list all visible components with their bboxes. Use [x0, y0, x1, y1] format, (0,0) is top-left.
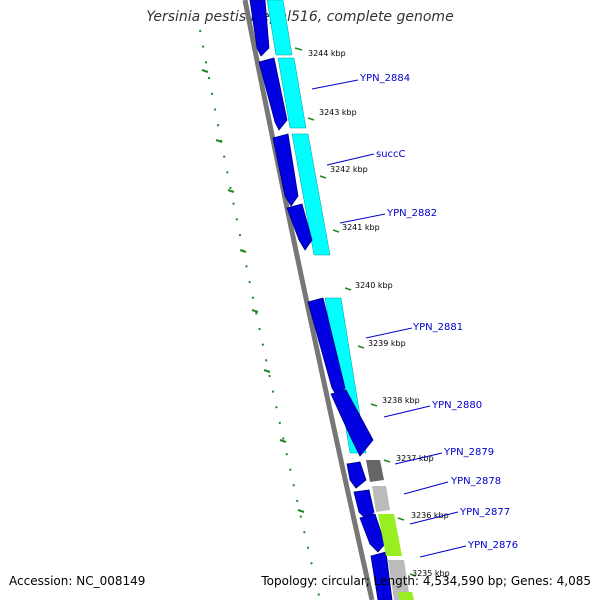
tick-label: 3241 kbp	[342, 223, 380, 232]
tick-marks	[294, 47, 417, 577]
gene-leader-lines	[311, 79, 467, 558]
gene-label: YPN_2876	[467, 540, 518, 551]
tick-label: 3244 kbp	[308, 49, 346, 58]
gene-label: YPN_2882	[386, 208, 437, 219]
tick-label: 3236 kbp	[411, 511, 449, 520]
accession-label: Accession: NC_008149	[9, 574, 146, 588]
tick-label: 3238 kbp	[382, 396, 420, 405]
tick-label: 3237 kbp	[396, 454, 434, 463]
gene-label: succC	[376, 149, 406, 160]
backbone-line	[242, 0, 375, 600]
tick-label: 3235 kbp	[412, 569, 450, 578]
genome-summary: Topology: circular; Length: 4,534,590 bp…	[261, 574, 591, 588]
gene-label: YPN_2879	[443, 447, 494, 458]
tick-labels: 3244 kbp 3243 kbp 3242 kbp 3241 kbp 3240…	[308, 49, 450, 578]
gene-label: YPN_2880	[431, 400, 482, 411]
gene-labels: YPN_2884 succC YPN_2882 YPN_2881 YPN_288…	[359, 73, 518, 551]
tick-label: 3242 kbp	[330, 165, 368, 174]
tick-label: 3243 kbp	[319, 108, 357, 117]
gene-label: YPN_2878	[450, 476, 501, 487]
gene-label: YPN_2884	[359, 73, 410, 84]
cds-features	[249, 0, 393, 600]
gc-content-track	[199, 29, 321, 600]
tick-label: 3239 kbp	[368, 339, 406, 348]
gene-label: YPN_2877	[459, 507, 510, 518]
tick-label: 3240 kbp	[355, 281, 393, 290]
other-features	[366, 460, 414, 600]
map-title: Yersinia pestis Nepal516, complete genom…	[146, 9, 454, 25]
gene-label: YPN_2881	[412, 322, 463, 333]
